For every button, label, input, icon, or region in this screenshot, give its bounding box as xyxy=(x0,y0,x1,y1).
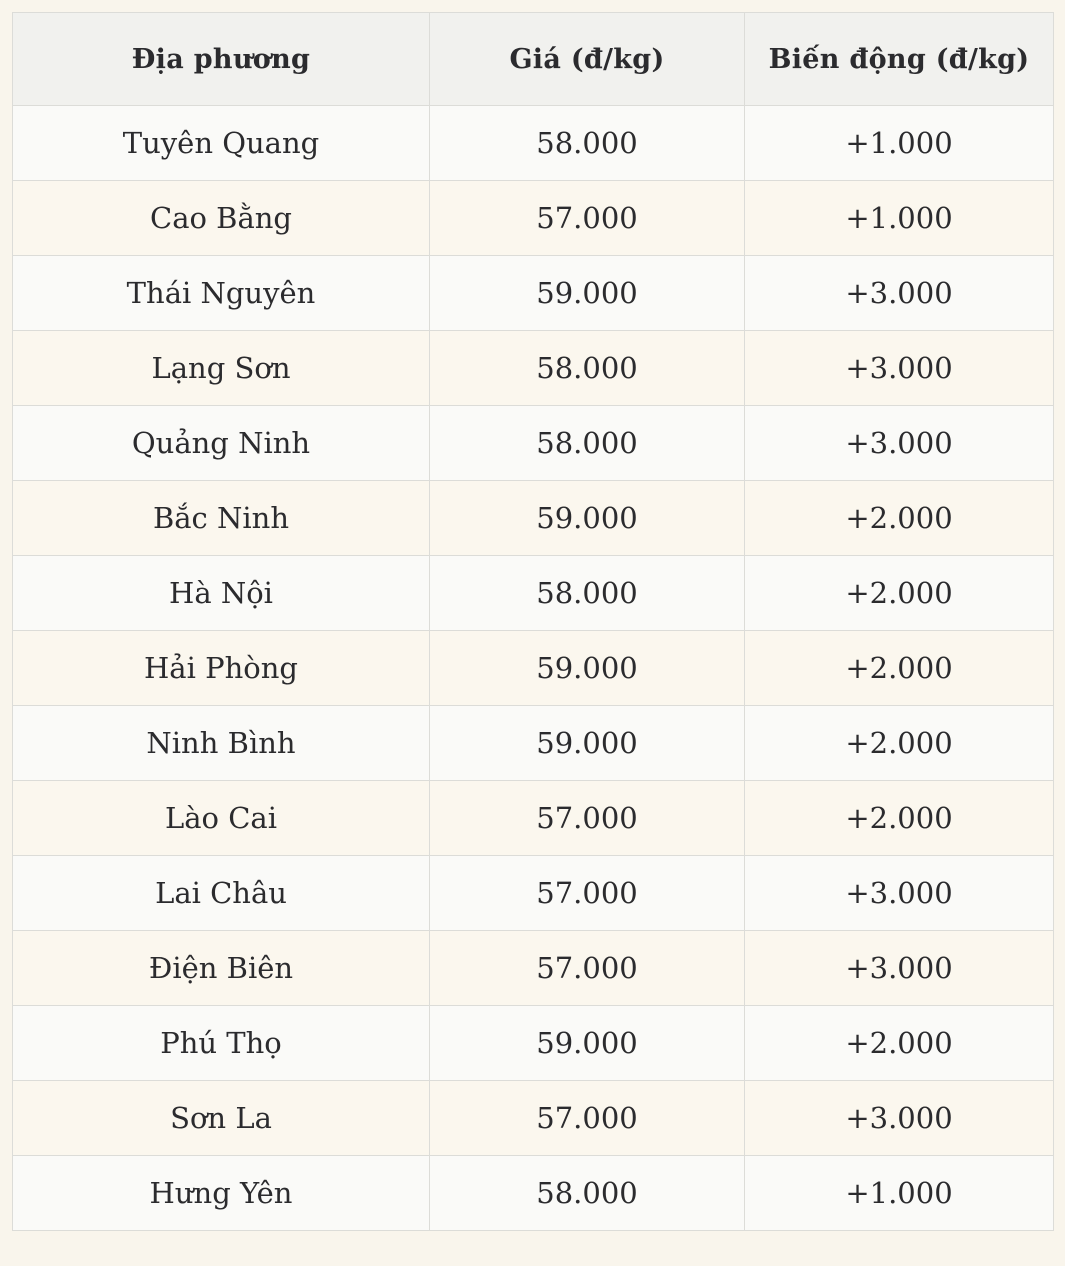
table-row: Hải Phòng 59.000 +2.000 xyxy=(12,630,1054,706)
table-row: Lai Châu 57.000 +3.000 xyxy=(12,855,1054,931)
cell-change: +2.000 xyxy=(744,555,1054,631)
cell-price: 59.000 xyxy=(429,480,745,556)
table-row: Tuyên Quang 58.000 +1.000 xyxy=(12,105,1054,181)
table-row: Ninh Bình 59.000 +2.000 xyxy=(12,705,1054,781)
column-header-region: Địa phương xyxy=(12,12,430,106)
cell-price: 57.000 xyxy=(429,1080,745,1156)
price-table-body: Tuyên Quang 58.000 +1.000 Cao Bằng 57.000 +1.… xyxy=(12,105,1054,1231)
cell-change: +1.000 xyxy=(744,180,1054,256)
cell-region: Sơn La xyxy=(12,1080,430,1156)
cell-price: 57.000 xyxy=(429,180,745,256)
cell-price: 57.000 xyxy=(429,780,745,856)
cell-price: 58.000 xyxy=(429,330,745,406)
column-header-price: Giá (đ/kg) xyxy=(429,12,745,106)
cell-change: +2.000 xyxy=(744,630,1054,706)
table-row: Sơn La 57.000 +3.000 xyxy=(12,1080,1054,1156)
cell-change: +1.000 xyxy=(744,1155,1054,1231)
cell-region: Tuyên Quang xyxy=(12,105,430,181)
cell-price: 58.000 xyxy=(429,555,745,631)
price-table-header: Địa phương Giá (đ/kg) Biến động (đ/kg) xyxy=(12,12,1054,106)
price-table: Địa phương Giá (đ/kg) Biến động (đ/kg) T… xyxy=(12,12,1054,1231)
cell-region: Hưng Yên xyxy=(12,1155,430,1231)
table-row: Lạng Sơn 58.000 +3.000 xyxy=(12,330,1054,406)
cell-price: 58.000 xyxy=(429,405,745,481)
cell-price: 57.000 xyxy=(429,855,745,931)
table-row: Phú Thọ 59.000 +2.000 xyxy=(12,1005,1054,1081)
cell-change: +2.000 xyxy=(744,780,1054,856)
cell-region: Bắc Ninh xyxy=(12,480,430,556)
cell-region: Phú Thọ xyxy=(12,1005,430,1081)
cell-region: Lạng Sơn xyxy=(12,330,430,406)
cell-region: Hà Nội xyxy=(12,555,430,631)
cell-change: +2.000 xyxy=(744,705,1054,781)
cell-change: +3.000 xyxy=(744,930,1054,1006)
cell-change: +3.000 xyxy=(744,330,1054,406)
cell-price: 57.000 xyxy=(429,930,745,1006)
cell-region: Điện Biên xyxy=(12,930,430,1006)
table-row: Lào Cai 57.000 +2.000 xyxy=(12,780,1054,856)
column-header-change: Biến động (đ/kg) xyxy=(744,12,1054,106)
table-row: Bắc Ninh 59.000 +2.000 xyxy=(12,480,1054,556)
cell-region: Cao Bằng xyxy=(12,180,430,256)
table-row: Điện Biên 57.000 +3.000 xyxy=(12,930,1054,1006)
header-row: Địa phương Giá (đ/kg) Biến động (đ/kg) xyxy=(12,12,1054,106)
table-row: Cao Bằng 57.000 +1.000 xyxy=(12,180,1054,256)
cell-price: 58.000 xyxy=(429,105,745,181)
cell-change: +2.000 xyxy=(744,1005,1054,1081)
cell-change: +3.000 xyxy=(744,855,1054,931)
table-row: Hà Nội 58.000 +2.000 xyxy=(12,555,1054,631)
cell-change: +3.000 xyxy=(744,255,1054,331)
cell-price: 59.000 xyxy=(429,1005,745,1081)
cell-change: +1.000 xyxy=(744,105,1054,181)
cell-change: +3.000 xyxy=(744,405,1054,481)
cell-region: Lào Cai xyxy=(12,780,430,856)
cell-price: 58.000 xyxy=(429,1155,745,1231)
table-row: Quảng Ninh 58.000 +3.000 xyxy=(12,405,1054,481)
cell-price: 59.000 xyxy=(429,630,745,706)
cell-price: 59.000 xyxy=(429,255,745,331)
cell-region: Lai Châu xyxy=(12,855,430,931)
cell-change: +3.000 xyxy=(744,1080,1054,1156)
cell-region: Thái Nguyên xyxy=(12,255,430,331)
table-row: Hưng Yên 58.000 +1.000 xyxy=(12,1155,1054,1231)
cell-change: +2.000 xyxy=(744,480,1054,556)
cell-region: Ninh Bình xyxy=(12,705,430,781)
cell-region: Quảng Ninh xyxy=(12,405,430,481)
cell-price: 59.000 xyxy=(429,705,745,781)
cell-region: Hải Phòng xyxy=(12,630,430,706)
price-table-container: Địa phương Giá (đ/kg) Biến động (đ/kg) T… xyxy=(12,12,1054,1231)
table-row: Thái Nguyên 59.000 +3.000 xyxy=(12,255,1054,331)
